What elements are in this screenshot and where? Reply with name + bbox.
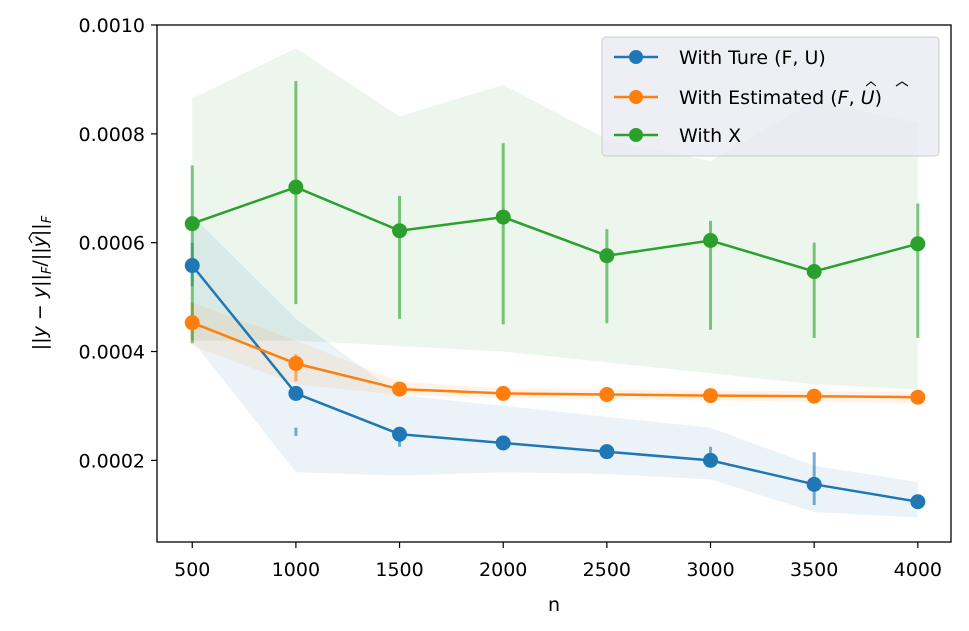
legend-marker-true <box>629 50 643 64</box>
x-tick-label-4000: 4000 <box>894 559 942 581</box>
x-axis-label: n <box>548 594 560 616</box>
point-series-0-3500 <box>806 476 822 492</box>
legend-label-x: With X <box>679 125 741 147</box>
legend: With Ture (F, U) With Estimated (F, U) W… <box>601 36 940 157</box>
point-series-0-4000 <box>910 494 926 510</box>
legend-hat-u <box>895 81 909 87</box>
x-tick-label-2000: 2000 <box>479 559 527 581</box>
point-series-1-1000 <box>288 355 304 371</box>
y-label-hat <box>28 232 33 244</box>
band-series-0 <box>192 215 918 518</box>
x-tick-label-500: 500 <box>174 559 210 581</box>
y-tick-label-0.0006: 0.0006 <box>79 233 145 255</box>
y-axis: 0.0002 0.0004 0.0006 0.0008 0.0010 <box>79 15 157 472</box>
y-tick-label-0.0004: 0.0004 <box>79 342 145 364</box>
point-series-1-3500 <box>806 388 822 404</box>
point-series-2-500 <box>184 216 200 232</box>
point-series-2-1000 <box>288 179 304 195</box>
point-series-2-2000 <box>495 209 511 225</box>
legend-label-estimated: With Estimated (F, U) <box>679 87 882 109</box>
legend-box <box>601 36 940 157</box>
series-lines <box>191 185 919 503</box>
x-tick-label-3500: 3500 <box>790 559 838 581</box>
line-series-2 <box>191 185 919 273</box>
legend-marker-estimated <box>629 90 643 104</box>
y-axis-label: ||y − y||F/||y||F <box>29 215 55 350</box>
point-series-2-1500 <box>392 223 408 239</box>
point-series-2-3500 <box>806 264 822 280</box>
point-series-2-2500 <box>599 248 615 264</box>
point-series-0-1500 <box>392 426 408 442</box>
point-series-0-2500 <box>599 444 615 460</box>
confidence-bands <box>192 48 918 518</box>
plot-frame <box>156 24 952 543</box>
point-series-1-3000 <box>703 388 719 404</box>
point-series-1-2500 <box>599 387 615 403</box>
point-series-2-3000 <box>703 233 719 249</box>
legend-label-true: With Ture (F, U) <box>679 47 826 69</box>
point-series-1-2000 <box>495 385 511 401</box>
point-series-1-4000 <box>910 389 926 405</box>
line-series-1 <box>191 321 918 399</box>
series-markers <box>184 179 926 510</box>
x-tick-label-2500: 2500 <box>583 559 631 581</box>
point-series-1-1500 <box>392 381 408 397</box>
point-series-0-500 <box>184 258 200 274</box>
y-tick-label-0.0010: 0.0010 <box>79 15 145 37</box>
x-axis: 500 1000 1500 2000 2500 3000 3500 4000 <box>174 542 942 581</box>
y-tick-label-0.0002: 0.0002 <box>79 450 145 472</box>
legend-marker-x <box>629 128 643 142</box>
point-series-0-3000 <box>703 452 719 468</box>
point-series-1-500 <box>184 315 200 331</box>
point-series-0-2000 <box>495 435 511 451</box>
x-tick-label-1000: 1000 <box>272 559 320 581</box>
y-tick-label-0.0008: 0.0008 <box>79 124 145 146</box>
band-series-2 <box>192 48 918 390</box>
point-series-0-1000 <box>288 385 304 401</box>
point-series-2-4000 <box>910 236 926 252</box>
x-tick-label-3000: 3000 <box>686 559 734 581</box>
line-series-0 <box>191 264 919 503</box>
x-tick-label-1500: 1500 <box>375 559 423 581</box>
legend-hat-f <box>865 81 877 87</box>
band-series-1 <box>192 302 918 404</box>
